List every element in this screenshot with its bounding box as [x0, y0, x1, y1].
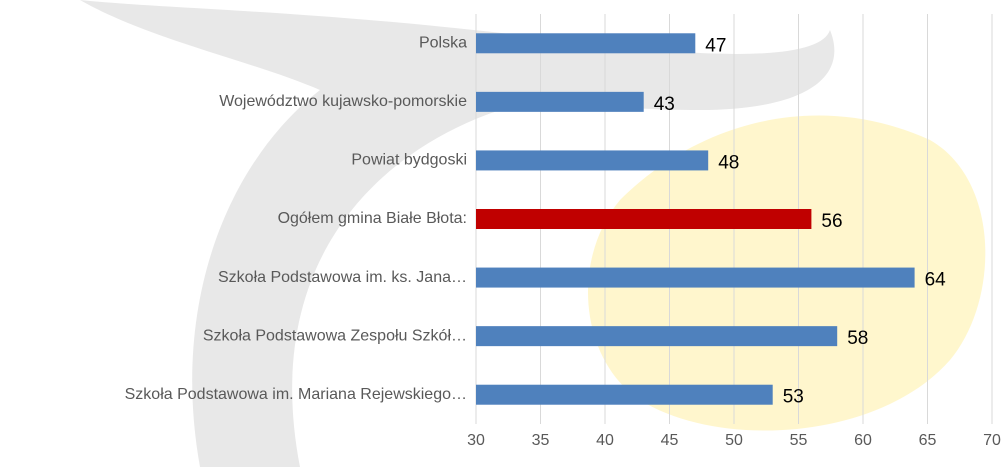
value-label: 43	[654, 94, 675, 115]
x-tick-label: 35	[532, 432, 550, 449]
gray-swoosh	[80, 0, 835, 467]
bar	[476, 91, 644, 112]
value-label: 48	[718, 152, 739, 173]
bar	[476, 33, 696, 54]
x-tick-label: 60	[854, 432, 872, 449]
value-label: 58	[847, 328, 868, 349]
y-tick-label: Szkoła Podstawowa im. ks. Jana…	[218, 269, 467, 286]
x-tick-label: 55	[790, 432, 808, 449]
y-tick-label: Ogółem gmina Białe Błota:	[278, 210, 467, 227]
bar	[476, 384, 773, 405]
value-label: 64	[925, 270, 947, 291]
x-tick-label: 45	[661, 432, 679, 449]
y-tick-label: Szkoła Podstawowa im. Mariana Rejewskieg…	[125, 386, 467, 403]
x-tick-label: 50	[725, 432, 743, 449]
bar	[476, 150, 709, 171]
y-tick-label: Polska	[419, 35, 467, 52]
bar	[476, 267, 915, 288]
y-tick-label: Szkoła Podstawowa Zespołu Szkół…	[203, 327, 467, 344]
y-tick-label: Województwo kujawsko-pomorskie	[219, 93, 467, 110]
x-tick-label: 40	[596, 432, 614, 449]
x-tick-label: 30	[467, 432, 485, 449]
value-label: 56	[821, 211, 842, 232]
value-label: 53	[783, 387, 804, 408]
x-tick-label: 70	[983, 432, 1001, 449]
x-tick-label: 65	[919, 432, 937, 449]
plot-area: 30 35 40 45 50 55 60 65 70 Polska 47 Województwo ku…	[125, 14, 1001, 449]
bar	[476, 209, 812, 229]
bar	[476, 326, 838, 347]
value-label: 47	[705, 35, 726, 56]
y-tick-label: Powiat bydgoski	[351, 152, 467, 169]
